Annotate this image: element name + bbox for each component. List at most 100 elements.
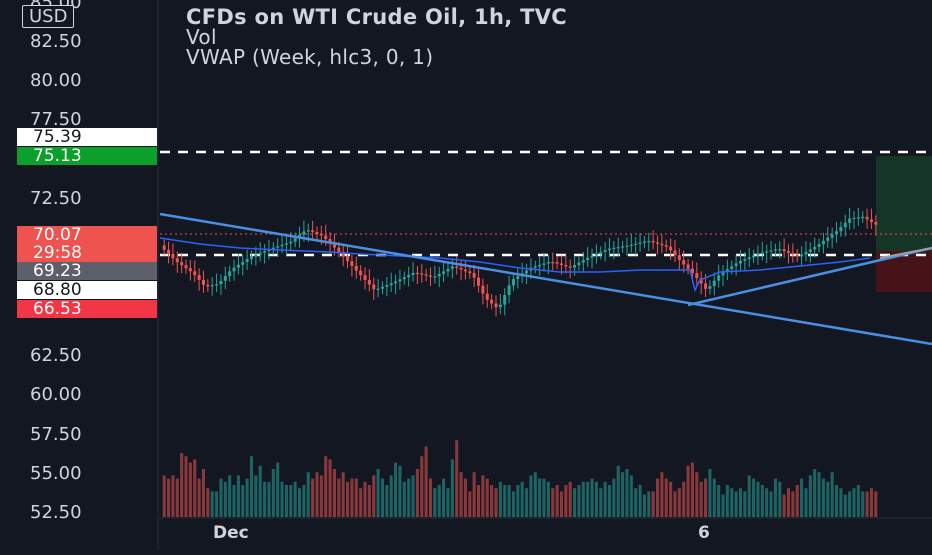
volume-bar <box>551 488 555 517</box>
volume-bar <box>302 485 306 517</box>
volume-bar <box>708 469 712 517</box>
volume-bar <box>568 481 572 517</box>
volume-bar <box>428 478 433 517</box>
volume-bar <box>629 475 633 517</box>
candle-body <box>655 242 660 244</box>
candle-body <box>511 279 515 286</box>
volume-indicator-label[interactable]: Vol <box>186 25 217 49</box>
candle-body <box>577 262 581 266</box>
volume-bars <box>162 440 878 517</box>
candle-body <box>459 267 463 270</box>
candle-body <box>778 249 782 251</box>
candle-body <box>328 238 332 244</box>
volume-bar <box>690 462 694 517</box>
candle-body <box>559 263 564 266</box>
candle-body <box>660 243 664 246</box>
volume-bar <box>848 491 852 517</box>
volume-bar <box>442 478 446 517</box>
volume-bar <box>241 485 245 517</box>
volume-bar <box>319 475 323 517</box>
candle-body <box>852 217 856 220</box>
candle-body <box>350 261 354 266</box>
volume-bar <box>712 478 716 517</box>
symbol-title[interactable]: CFDs on WTI Crude Oil, 1h, TVC <box>186 5 567 29</box>
candle-body <box>795 254 799 257</box>
volume-bar <box>756 481 760 517</box>
candle-body <box>839 227 843 232</box>
vwap-indicator-label[interactable]: VWAP (Week, hlc3, 0, 1) <box>186 45 434 69</box>
volume-bar <box>389 475 393 517</box>
volume-bar <box>415 469 419 517</box>
candle-body <box>184 265 188 269</box>
candle-body <box>232 267 236 272</box>
volume-bar <box>765 488 769 517</box>
candle-body <box>201 279 206 285</box>
candle-body <box>468 271 472 274</box>
candle-body <box>625 245 629 247</box>
target-zone[interactable] <box>876 156 932 251</box>
candle-body <box>738 260 743 264</box>
volume-bar <box>337 478 341 517</box>
volume-bar <box>686 465 690 517</box>
candle-body <box>638 242 642 244</box>
volume-bar <box>167 478 171 517</box>
volume-bar <box>660 472 664 517</box>
volume-bar <box>682 481 686 517</box>
volume-bar <box>324 456 328 517</box>
candle-body <box>817 244 821 247</box>
candle-body <box>289 241 293 244</box>
price-tick-72-50: 72.50 <box>30 188 82 209</box>
candle-body <box>319 233 323 236</box>
volume-bar <box>180 453 184 517</box>
volume-bar <box>498 481 502 517</box>
candle-body <box>586 257 590 261</box>
candle-body <box>415 272 419 275</box>
volume-bar <box>490 485 494 517</box>
volume-bar <box>267 481 271 517</box>
volume-bar <box>424 446 428 517</box>
time-label-dec: Dec <box>213 523 249 543</box>
candle-body <box>712 280 716 286</box>
candle-body <box>690 268 694 274</box>
volume-bar <box>332 469 336 517</box>
candle-body <box>647 240 651 243</box>
volume-bar <box>223 481 227 517</box>
candle-body <box>874 222 878 225</box>
volume-bar <box>730 488 734 517</box>
descending-trendline[interactable] <box>159 212 932 346</box>
candle-body <box>276 246 280 248</box>
volume-bar <box>821 478 825 517</box>
volume-bar <box>786 488 791 517</box>
level-tag: 68.80 <box>17 281 157 299</box>
candle-body <box>721 271 725 276</box>
volume-bar <box>747 475 751 517</box>
candle-body <box>747 257 751 260</box>
volume-bar <box>625 469 629 517</box>
volume-bar <box>725 485 729 517</box>
candle-body <box>193 271 197 276</box>
candle-body <box>380 286 385 289</box>
volume-bar <box>503 485 507 517</box>
candle-body <box>677 255 681 261</box>
candle-body <box>385 285 389 287</box>
candle-body <box>581 260 585 263</box>
candle-body <box>621 246 625 248</box>
volume-bar <box>263 481 267 517</box>
currency-label[interactable]: USD <box>22 5 75 28</box>
ascending-trendline[interactable] <box>687 246 932 307</box>
candle-body <box>367 279 371 285</box>
candle-body <box>245 259 249 262</box>
candle-body <box>542 263 546 265</box>
candle-body <box>293 238 297 242</box>
candle-body <box>599 251 603 254</box>
candle-body <box>463 269 467 272</box>
candle-body <box>800 254 804 257</box>
volume-bar <box>529 475 533 517</box>
volume-bar <box>599 488 603 517</box>
candle-body <box>695 273 699 279</box>
volume-bar <box>699 481 703 517</box>
candle-body <box>442 271 446 274</box>
candle-body <box>167 249 171 255</box>
